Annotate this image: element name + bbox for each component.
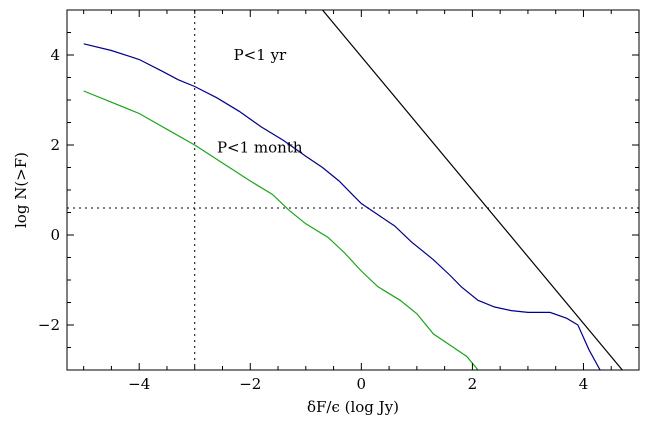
y-axis-label: log N(>F) [12,152,30,228]
x-tick-label: 2 [468,375,478,393]
series-line-1 [83,43,601,370]
x-axis-label: δF/ϵ (log Jy) [307,398,399,416]
y-tick-label: −2 [38,316,60,334]
annotation-label: P<1 month [217,138,303,156]
x-tick-label: −4 [128,375,150,393]
series-line-2 [83,90,479,370]
reference-lines [67,10,639,370]
y-tick-label: 0 [50,226,60,244]
series-layer [83,10,623,370]
annotation-label: P<1 yr [234,46,287,64]
x-tick-label: 0 [357,375,367,393]
axis-ticks: −4 −2 0 2 4 −2 0 2 4 [38,9,640,393]
y-tick-label: 4 [50,46,60,64]
x-tick-label: −2 [239,375,261,393]
series-line-3 [322,10,623,370]
plot-frame [66,9,640,371]
x-tick-label: 4 [579,375,589,393]
y-tick-label: 2 [50,136,60,154]
annotations: P<1 yr P<1 month [217,46,303,156]
